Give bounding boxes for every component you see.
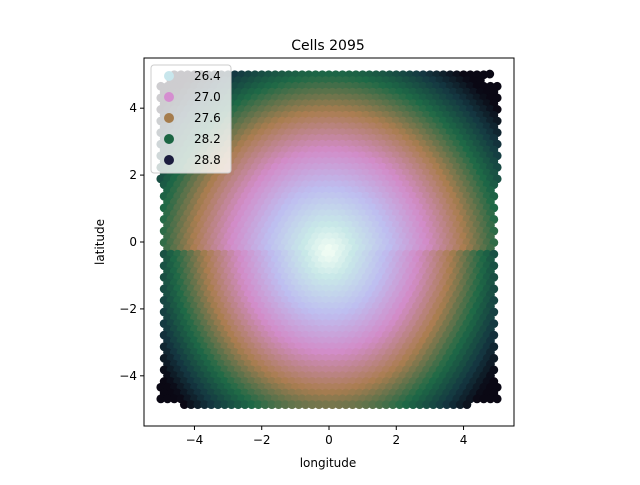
data-point: [179, 400, 189, 410]
data-point: [361, 400, 371, 410]
data-point: [287, 400, 297, 410]
data-point: [348, 400, 357, 410]
legend-marker: [164, 92, 174, 102]
data-point: [206, 400, 216, 410]
legend-marker: [164, 134, 174, 144]
data-point: [485, 69, 495, 79]
legend-box: [150, 64, 232, 174]
data-point: [455, 400, 465, 410]
data-point: [220, 400, 230, 410]
data-point: [156, 394, 166, 404]
data-point: [253, 400, 263, 410]
y-tick-label: −2: [119, 302, 137, 316]
y-axis-label: latitude: [93, 219, 107, 265]
data-point: [314, 400, 324, 410]
data-point: [422, 400, 431, 410]
data-point: [280, 400, 290, 410]
data-point: [381, 400, 391, 410]
data-point: [307, 400, 317, 410]
x-tick-label: 2: [392, 433, 400, 447]
data-point: [169, 394, 179, 404]
legend-marker: [164, 113, 174, 123]
data-point: [327, 400, 337, 410]
legend-label: 27.6: [194, 111, 221, 125]
data-point: [435, 400, 445, 410]
data-point: [492, 394, 502, 404]
x-axis-ticks: −4 −2 0 2 4: [186, 426, 468, 447]
data-point: [233, 400, 243, 410]
data-point: [375, 400, 384, 410]
data-point: [227, 400, 236, 410]
data-point: [479, 394, 489, 404]
data-point: [321, 400, 331, 410]
data-point: [341, 400, 351, 410]
x-axis-label: longitude: [300, 456, 357, 470]
data-point: [388, 400, 398, 410]
legend-marker: [164, 71, 174, 81]
data-point: [354, 400, 364, 410]
x-tick-label: 4: [460, 433, 468, 447]
data-point: [472, 394, 482, 404]
data-point: [186, 400, 196, 410]
data-point: [462, 400, 472, 410]
data-point: [240, 400, 250, 410]
y-tick-label: −4: [119, 369, 137, 383]
data-point: [193, 400, 203, 410]
data-point: [200, 400, 209, 410]
y-tick-label: 2: [129, 168, 137, 182]
chart-title: Cells 2095: [291, 38, 365, 54]
data-point: [294, 400, 304, 410]
x-tick-label: 0: [325, 433, 333, 447]
legend-label: 26.4: [194, 69, 221, 83]
data-point: [368, 400, 378, 410]
y-tick-label: 0: [129, 235, 137, 249]
data-point: [401, 400, 411, 410]
data-point: [408, 400, 418, 410]
legend-marker: [164, 155, 174, 165]
data-point: [395, 400, 405, 410]
legend: 26.4 27.0 27.6 28.2 28.8: [150, 64, 232, 174]
x-tick-label: −4: [186, 433, 204, 447]
data-point: [301, 400, 310, 410]
y-axis-ticks: −4 −2 0 2 4: [119, 101, 144, 383]
data-point: [442, 400, 452, 410]
data-point: [428, 400, 438, 410]
data-point: [274, 400, 283, 410]
data-point: [260, 400, 270, 410]
data-point: [163, 394, 172, 404]
data-point: [486, 394, 495, 404]
legend-label: 28.2: [194, 132, 221, 146]
data-point: [213, 400, 223, 410]
data-point: [415, 400, 425, 410]
legend-label: 27.0: [194, 90, 221, 104]
y-tick-label: 4: [129, 101, 137, 115]
data-point: [334, 400, 344, 410]
data-point: [449, 400, 458, 410]
data-point: [267, 400, 277, 410]
data-point: [247, 400, 257, 410]
legend-label: 28.8: [194, 153, 221, 167]
x-tick-label: −2: [253, 433, 271, 447]
